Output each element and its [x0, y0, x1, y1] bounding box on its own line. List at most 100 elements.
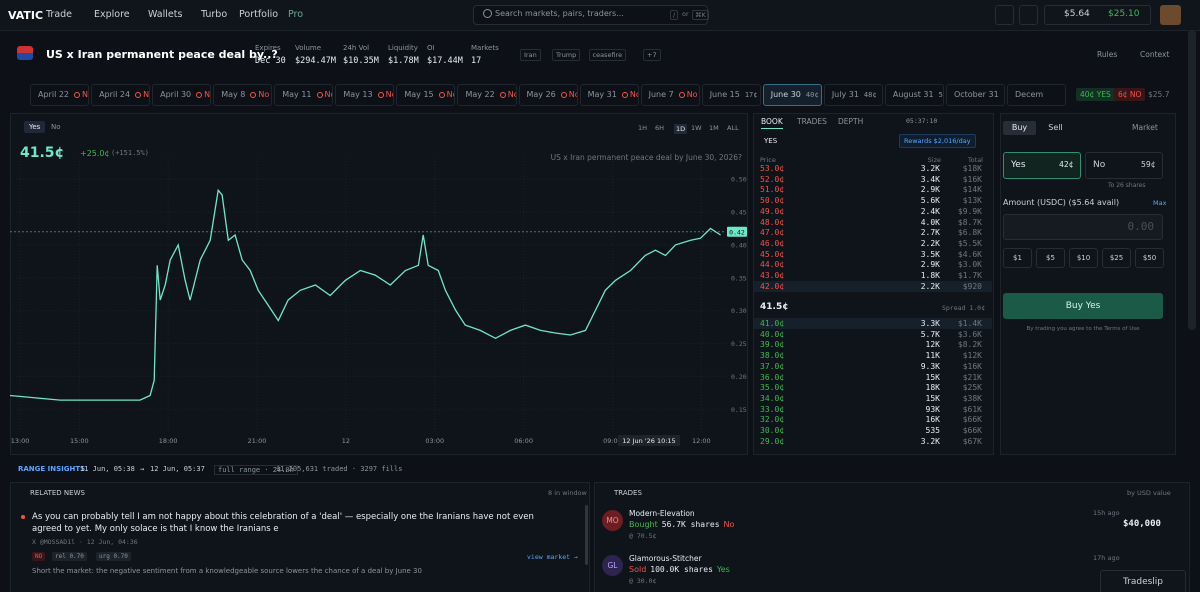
date-tab[interactable]: April 24 No [91, 84, 151, 106]
no-option[interactable] [1085, 152, 1163, 179]
tag[interactable]: Iran [520, 49, 541, 61]
nav-link[interactable]: Portfolio [239, 9, 279, 20]
bid-row[interactable]: 32.0¢ 16K $66K [754, 414, 992, 425]
range-button[interactable]: 1D [674, 124, 688, 134]
notifications-button[interactable] [1019, 5, 1038, 25]
date-tab[interactable]: May 31 No [579, 84, 639, 106]
date-tab[interactable]: May 22 No [457, 84, 517, 106]
date-tab[interactable]: October 31 70¢ [945, 84, 1005, 106]
view-market-link[interactable]: view market → [527, 553, 578, 561]
trader-name[interactable]: Glamorous-Stitcher [629, 554, 702, 563]
quick-amount[interactable]: $25 [1102, 248, 1131, 268]
bid-row[interactable]: 30.0¢ 535 $66K [754, 425, 992, 436]
header-action[interactable]: Rules [1097, 50, 1118, 59]
ask-row[interactable]: 45.0¢ 3.5K $4.6K [754, 249, 992, 260]
nav-link[interactable]: Pro [288, 9, 304, 20]
date-tab[interactable]: May 13 No [335, 84, 395, 106]
swap-button[interactable] [995, 5, 1014, 25]
amount-input[interactable]: 0.00 [1003, 214, 1163, 240]
buy-button[interactable]: Buy Yes [1003, 293, 1163, 319]
news-scrollbar[interactable] [585, 505, 588, 565]
ask-row[interactable]: 49.0¢ 2.4K $9.9K [754, 206, 992, 217]
bid-row[interactable]: 40.0¢ 5.7K $3.6K [754, 329, 992, 340]
logo[interactable]: VATIC [8, 9, 44, 22]
tradeslip-button[interactable]: Tradeslip [1100, 570, 1186, 592]
scrollbar[interactable] [1188, 30, 1196, 330]
header-action[interactable]: Context [1140, 50, 1170, 59]
trader-name[interactable]: Modern-Elevation [629, 509, 695, 518]
bid-row[interactable]: 41.0¢ 3.3K $1.4K [754, 318, 992, 329]
side-toggle[interactable]: Yes [24, 121, 46, 133]
book-tab[interactable]: DEPTH [838, 117, 864, 126]
range-button[interactable]: ALL [727, 124, 739, 132]
bid-row[interactable]: 37.0¢ 9.3K $16K [754, 361, 992, 372]
date-tab[interactable]: May 26 No [518, 84, 578, 106]
quick-amount[interactable]: $5 [1036, 248, 1065, 268]
date-tab[interactable]: May 8 No [213, 84, 273, 106]
range-button[interactable]: 6H [655, 124, 665, 132]
bid-row[interactable]: 36.0¢ 15K $21K [754, 372, 992, 383]
date-tab[interactable]: Decem [1007, 84, 1067, 106]
range-button[interactable]: 1H [638, 124, 648, 132]
book-tab[interactable]: BOOK [761, 117, 783, 129]
range-button[interactable]: 1W [691, 124, 702, 132]
date-tab[interactable]: May 11 No [274, 84, 334, 106]
date-tab[interactable]: July 31 48¢ [823, 84, 883, 106]
ask-row[interactable]: 53.0¢ 3.2K $18K [754, 163, 992, 174]
nav-link[interactable]: Explore [94, 9, 130, 20]
search-placeholder: Search markets, pairs, traders... [495, 9, 624, 18]
yes-option[interactable] [1003, 152, 1081, 179]
last-price-tag [727, 226, 747, 237]
quick-amount[interactable]: $1 [1003, 248, 1032, 268]
trader-avatar[interactable]: MO [602, 510, 623, 531]
stat-label: Markets [471, 44, 499, 52]
order-type[interactable]: Market [1132, 123, 1158, 132]
date-tab[interactable]: June 15 17¢ [701, 84, 761, 106]
current-price: 41.5¢ [20, 145, 65, 161]
quick-amount[interactable]: $50 [1135, 248, 1164, 268]
nav-link[interactable]: Turbo [201, 9, 228, 20]
tag[interactable]: Trump [552, 49, 581, 61]
date-tab[interactable]: August 31 59¢ [884, 84, 944, 106]
rewards-badge[interactable]: Rewards $2,016/day [899, 134, 976, 148]
book-tab[interactable]: TRADES [797, 117, 827, 126]
bid-row[interactable]: 33.0¢ 93K $61K [754, 404, 992, 415]
date-tab[interactable]: April 30 No [152, 84, 212, 106]
ask-row[interactable]: 51.0¢ 2.9K $14K [754, 184, 992, 195]
ask-row[interactable]: 43.0¢ 1.8K $1.7K [754, 270, 992, 281]
trades-sort[interactable]: by USD value [1127, 489, 1171, 497]
bid-row[interactable]: 38.0¢ 11K $12K [754, 350, 992, 361]
date-tab[interactable]: May 15 No [396, 84, 456, 106]
quick-amount[interactable]: $10 [1069, 248, 1098, 268]
ask-row[interactable]: 42.0¢ 2.2K $920 [754, 280, 992, 292]
range-button[interactable]: 1M [709, 124, 719, 132]
tag[interactable]: +7 [643, 49, 661, 61]
max-button[interactable]: Max [1153, 199, 1167, 207]
ask-row[interactable]: 52.0¢ 3.4K $16K [754, 174, 992, 185]
nav-link[interactable]: Trade [46, 9, 73, 20]
ask-row[interactable]: 50.0¢ 5.6K $13K [754, 195, 992, 206]
trade-tab[interactable]: Buy [1003, 121, 1036, 135]
ask-row[interactable]: 46.0¢ 2.2K $5.5K [754, 238, 992, 249]
market-title[interactable]: US x Iran permanent peace deal by..? [46, 48, 278, 61]
shares-hint: To 26 shares [1108, 182, 1146, 189]
ask-row[interactable]: 47.0¢ 2.7K $6.8K [754, 227, 992, 238]
ask-row[interactable]: 44.0¢ 2.9K $3.0K [754, 259, 992, 270]
date-tab[interactable]: June 7 No [640, 84, 700, 106]
news-text[interactable]: As you can probably tell I am not happy … [32, 512, 534, 534]
nav-link[interactable]: Wallets [148, 9, 183, 20]
bid-row[interactable]: 29.0¢ 3.2K $67K [754, 436, 992, 447]
ask-row[interactable]: 48.0¢ 4.0K $8.7K [754, 217, 992, 228]
bid-row[interactable]: 35.0¢ 18K $25K [754, 382, 992, 393]
bid-row[interactable]: 34.0¢ 15K $38K [754, 393, 992, 404]
date-tab[interactable]: April 22 No [30, 84, 90, 106]
bid-row[interactable]: 39.0¢ 12K $8.2K [754, 339, 992, 350]
side-toggle[interactable]: No [51, 123, 61, 131]
date-tab[interactable]: June 30 40¢ [762, 84, 822, 106]
tag[interactable]: ceasefire [588, 49, 627, 61]
trade-tab[interactable]: Sell [1048, 123, 1063, 132]
trader-avatar[interactable]: GL [602, 555, 623, 576]
user-avatar[interactable] [1160, 5, 1181, 25]
balance-box[interactable] [1044, 5, 1151, 25]
search-box[interactable] [473, 5, 708, 25]
